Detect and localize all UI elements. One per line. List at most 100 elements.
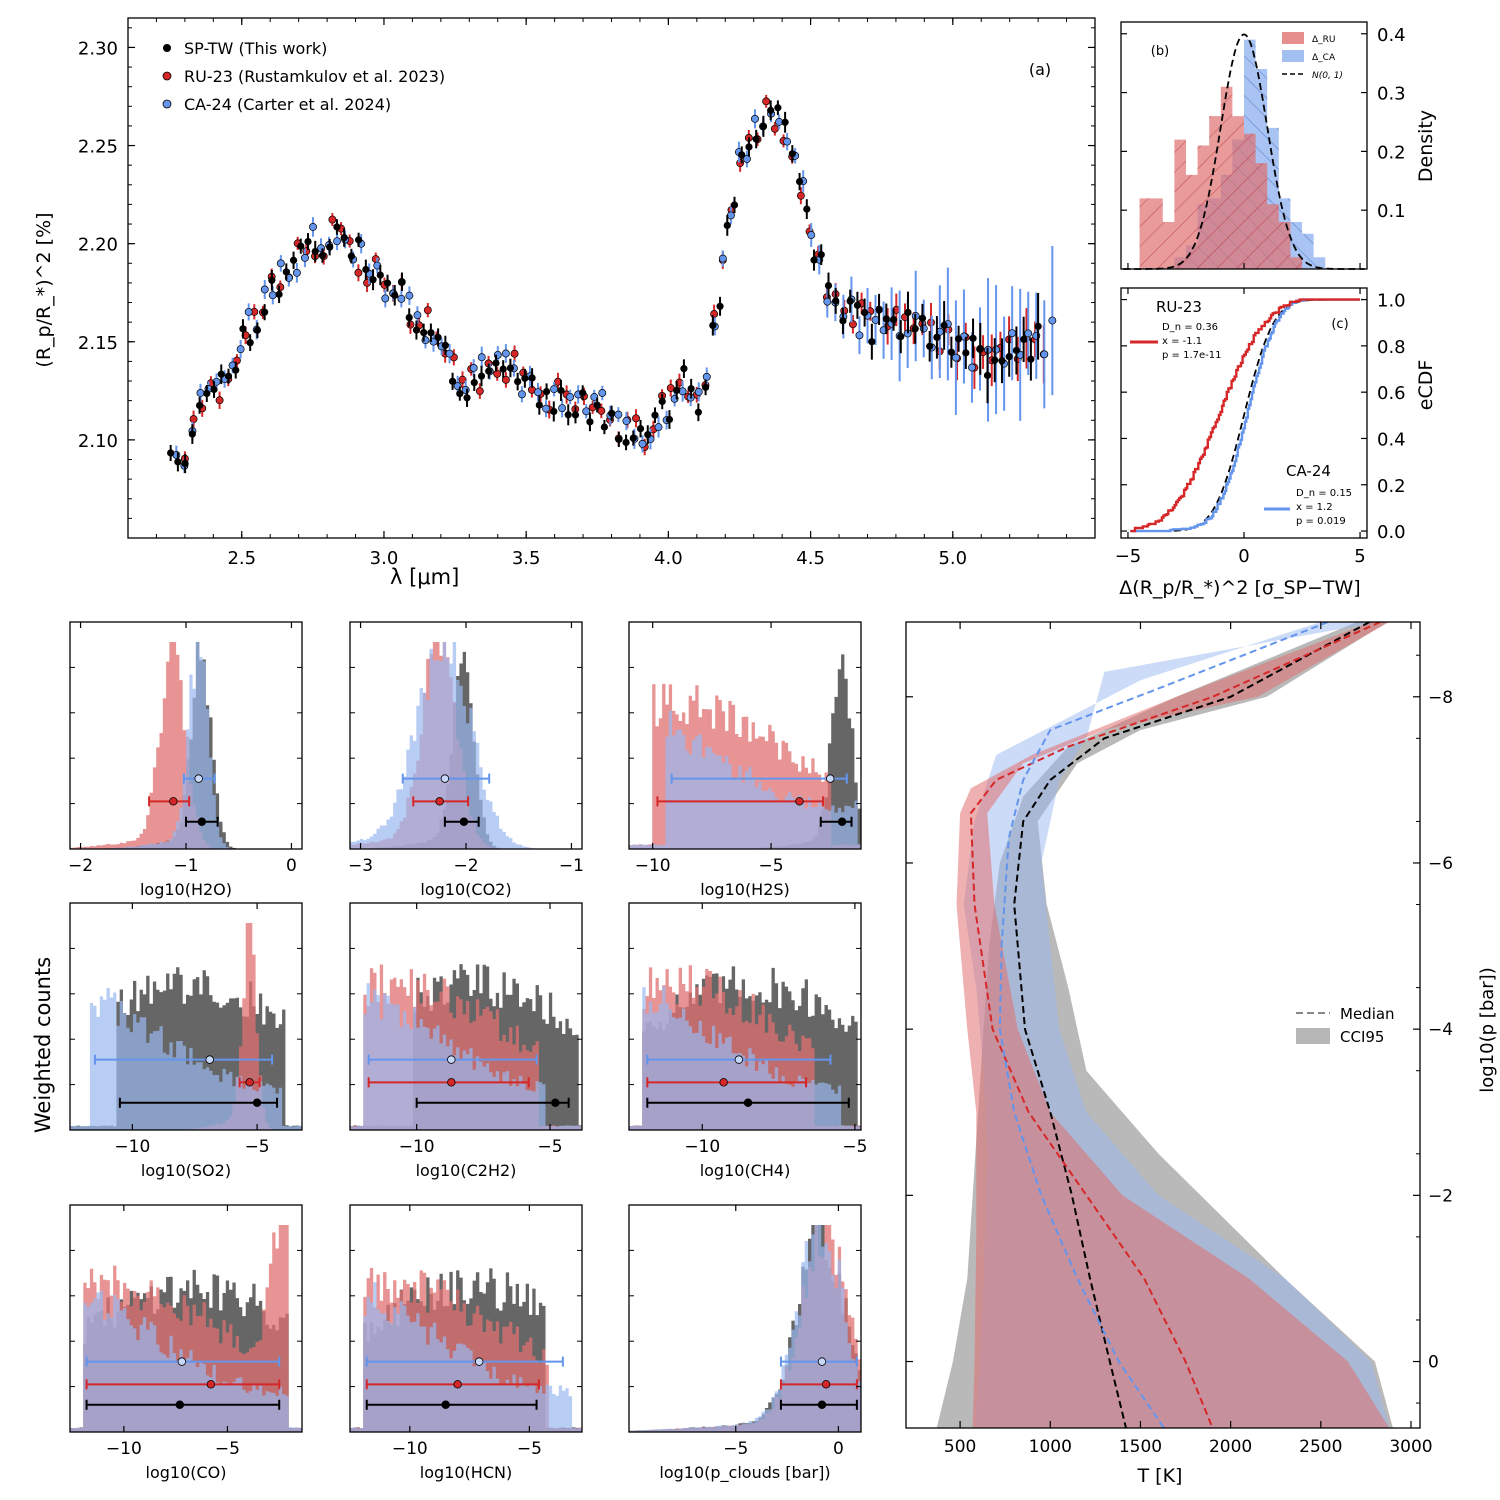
spectrum-point (369, 276, 377, 284)
legend-marker-sptw (163, 44, 171, 52)
x-tick-label: 2000 (1209, 1437, 1252, 1457)
x-tick-label: −5 (245, 1137, 270, 1157)
spectrum-point (514, 377, 522, 386)
spectrum-point (1020, 335, 1028, 343)
spectrum-point (477, 372, 486, 380)
spectrum-point (413, 311, 422, 320)
x-tick-label: −5 (1115, 546, 1142, 567)
spectrum-point (855, 331, 864, 340)
spectrum-point (528, 374, 536, 382)
y-tick-label: −6 (1428, 854, 1453, 874)
x-tick-label: −10 (635, 856, 671, 876)
x-tick-label: −2 (68, 856, 93, 876)
spectrum-point (535, 401, 543, 409)
y-tick-label: 0.4 (1377, 429, 1406, 450)
legend-label-ca: CA-24 (Carter et al. 2024) (184, 95, 391, 114)
y-tick-label: 0.1 (1377, 201, 1406, 222)
pt-legend-cci-label: CCI95 (1340, 1028, 1384, 1046)
posterior-axes-frame (349, 1204, 583, 1433)
spectrum-point (868, 338, 876, 346)
spectrum-point (423, 306, 432, 315)
spectrum-point (195, 401, 204, 410)
x-tick-label: −3 (348, 856, 373, 876)
density-axis-ticks: 0.1 0.2 0.3 0.4 (1121, 25, 1406, 269)
spectrum-point (976, 345, 984, 353)
spectrum-point (586, 418, 594, 426)
x-tick-label: −10 (399, 1137, 435, 1157)
spectrum-point (383, 279, 392, 287)
spectrum-point (861, 308, 869, 317)
spectrum-point (244, 307, 253, 316)
x-tick-label: 1000 (1029, 1437, 1072, 1457)
spectrum-point (600, 423, 608, 431)
y-tick-label: 0 (1428, 1353, 1439, 1373)
density-axes-frame (1120, 21, 1368, 270)
spectrum-point (702, 372, 711, 381)
x-tick-label: −5 (215, 1439, 240, 1459)
spectrum-point (276, 283, 285, 292)
spectrum-point (253, 326, 262, 334)
x-tick-label: 0 (1238, 546, 1249, 567)
spectrum-point (962, 349, 970, 357)
pt-profile-axis-ticks: 500 1000 1500 2000 2500 3000 0 −2 −4 −6 −8 (906, 622, 1453, 1457)
density-legend: Δ_RU Δ_CA N(0, 1) (1282, 32, 1343, 81)
x-tick-label: −5 (759, 856, 784, 876)
spectrum-point (521, 374, 529, 382)
posterior-panel: −10 −5 log10(HCN) (349, 1204, 583, 1482)
pt-credible-band (956, 622, 1390, 1428)
spectrum-point (1034, 322, 1042, 330)
x-tick-label: 3.0 (370, 548, 399, 569)
spectrum-point (542, 387, 551, 396)
spectrum-point (940, 321, 948, 329)
spectrum-point (991, 356, 999, 364)
y-tick-label: 2.25 (78, 137, 118, 158)
ecdf-y-axis-label: eCDF (1415, 360, 1437, 411)
posterior-panel: −2 −1 0 log10(H2O) (68, 621, 303, 899)
spectrum-point (458, 375, 467, 384)
spectrum-point (716, 302, 724, 310)
x-tick-label: −2 (453, 856, 478, 876)
x-tick-label: −1 (559, 856, 584, 876)
posterior-median-marker (743, 1098, 753, 1107)
spectrum-point (203, 389, 211, 398)
spectrum-point (738, 151, 746, 159)
spectrum-point (904, 308, 912, 317)
posterior-x-label: log10(H2S) (700, 880, 790, 899)
spectrum-point (871, 315, 880, 324)
spectrum-point (275, 290, 283, 298)
posterior-panel: −10 −5 log10(CH4) (628, 902, 867, 1180)
spectrum-point (174, 458, 182, 466)
spectrum-point (362, 265, 370, 274)
spectrum-point (745, 143, 753, 151)
posterior-axes-frame (349, 902, 583, 1131)
spectrum-point (405, 313, 413, 322)
spectrum-point (506, 364, 515, 372)
spectrum-point (1040, 350, 1049, 359)
posterior-panel: −3 −2 −1 log10(CO2) (348, 621, 584, 899)
spectrum-point (1024, 329, 1033, 338)
posterior-median-marker (795, 797, 804, 806)
density-y-axis-label: Density (1415, 110, 1437, 182)
spectrum-point (376, 271, 384, 279)
spectrum-point (730, 201, 739, 209)
spectrum-point (629, 434, 637, 442)
spectrum-point (823, 297, 832, 306)
posterior-x-label: log10(C2H2) (416, 1161, 517, 1180)
spectrum-point (783, 137, 792, 146)
spectrum-point (412, 326, 421, 334)
posterior-histogram (70, 923, 302, 1130)
spectrum-point (897, 333, 905, 341)
y-tick-label: −4 (1428, 1020, 1453, 1040)
spectrum-point (292, 268, 301, 277)
spectrum-point (788, 150, 796, 158)
x-tick-label: −1 (173, 856, 198, 876)
spectrum-point (181, 459, 189, 468)
spectrum-point (918, 314, 927, 322)
spectrum-point (615, 435, 623, 444)
spectrum-point (493, 369, 502, 378)
posterior-histogram (350, 983, 582, 1130)
posterior-median-marker (447, 1055, 456, 1064)
ecdf-annotation-ru: RU-23 D_n = 0.36 x = -1.1 p = 1.7e-11 (1130, 298, 1221, 361)
spectrum-point (434, 333, 442, 342)
